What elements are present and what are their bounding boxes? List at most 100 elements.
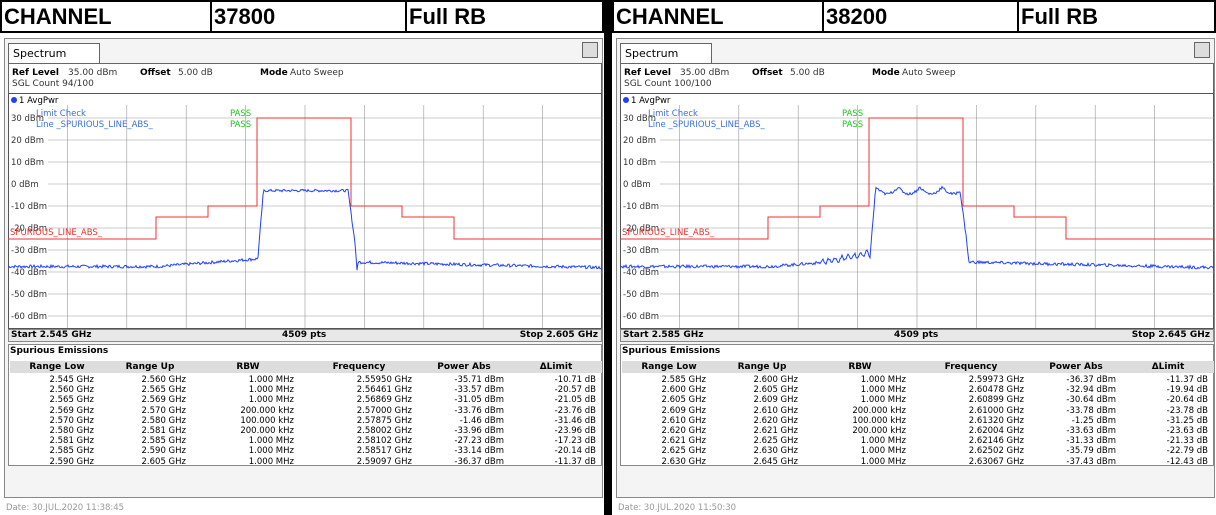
table-header-bg xyxy=(10,361,602,373)
trace xyxy=(620,185,1214,271)
y-label: -20 dBm xyxy=(11,224,47,234)
trace-dot xyxy=(623,97,629,103)
y-label: 20 dBm xyxy=(11,136,44,146)
table-cell: 2.585 GHz xyxy=(49,446,94,457)
table-header: RBW xyxy=(848,362,872,372)
graph-border xyxy=(8,93,602,329)
y-label: -40 dBm xyxy=(623,268,659,278)
table-cell: -1.46 dBm xyxy=(459,415,504,426)
table-cell: 1.000 MHz xyxy=(248,385,294,396)
table-cell: 100.000 kHz xyxy=(852,415,906,426)
table-cell: -33.96 dBm xyxy=(454,426,504,436)
table-cell: 2.570 GHz xyxy=(141,405,186,416)
table-cell: 2.55950 GHz xyxy=(356,375,412,385)
mode-label: Mode xyxy=(260,68,288,78)
limit-line-name: Line _SPURIOUS_LINE_ABS_ xyxy=(648,120,765,130)
table-cell: 1.000 MHz xyxy=(860,446,906,457)
table-cell: 1.000 MHz xyxy=(860,395,906,406)
table-cell: 2.62502 GHz xyxy=(968,446,1024,457)
table-cell: 2.645 GHz xyxy=(753,456,798,467)
table-cell: 200.000 kHz xyxy=(852,426,906,436)
tab: Spectrum xyxy=(8,43,100,63)
table-header: Power Abs xyxy=(1049,362,1103,372)
table-cell: -20.64 dB xyxy=(1166,395,1208,406)
sgl-count: SGL Count 100/100 xyxy=(624,79,712,89)
table-cell: 2.63067 GHz xyxy=(968,456,1024,467)
table-cell: -23.76 dB xyxy=(554,405,596,416)
panel: CHANNEL 38200 Full RB Spectrum Ref Level 35.0… xyxy=(612,0,1216,515)
table-cell: 2.560 GHz xyxy=(49,385,94,396)
table-cell: -31.05 dBm xyxy=(454,395,504,406)
table-cell: 2.620 GHz xyxy=(753,415,798,426)
table-header: Range Up xyxy=(737,362,787,372)
table-header-bg xyxy=(622,361,1214,373)
table-header: ΔLimit xyxy=(1151,362,1185,372)
y-label: -10 dBm xyxy=(623,202,659,212)
table-cell: 200.000 kHz xyxy=(852,405,906,416)
limit-check: Limit Check xyxy=(648,109,698,119)
table-cell: -12.43 dB xyxy=(1166,456,1208,467)
pass: PASS xyxy=(842,109,863,119)
header-cell: CHANNEL xyxy=(0,0,212,33)
table-cell: 2.560 GHz xyxy=(141,375,186,385)
table-cell: 2.57000 GHz xyxy=(356,405,412,416)
table-cell: -11.37 dB xyxy=(554,456,596,467)
table-cell: -35.79 dBm xyxy=(1066,446,1116,457)
table-cell: 2.581 GHz xyxy=(141,426,186,436)
table-cell: 2.61320 GHz xyxy=(968,415,1024,426)
table-cell: 2.630 GHz xyxy=(753,446,798,457)
pass: PASS xyxy=(842,120,863,130)
table-cell: 2.60478 GHz xyxy=(968,385,1024,396)
separator xyxy=(604,0,612,515)
table-header: Power Abs xyxy=(437,362,491,372)
table-cell: -10.71 dB xyxy=(554,375,596,385)
table-cell: 2.590 GHz xyxy=(141,446,186,457)
points: 4509 pts xyxy=(894,330,939,340)
table-cell: -31.25 dB xyxy=(1166,415,1208,426)
offset-label: Offset xyxy=(140,68,171,78)
trace-label: 1 AvgPwr xyxy=(631,96,671,106)
y-label: -30 dBm xyxy=(11,246,47,256)
table-cell: -23.78 dB xyxy=(1166,405,1208,416)
offset-value: 5.00 dB xyxy=(790,68,825,78)
table-cell: -33.63 dBm xyxy=(1066,426,1116,436)
limit-line-label: SPURIOUS_LINE_ABS_ xyxy=(622,228,715,238)
mode-label: Mode xyxy=(872,68,900,78)
ref-value: 35.00 dBm xyxy=(68,68,118,78)
ref-label: Ref Level xyxy=(624,68,671,78)
table-cell: 2.580 GHz xyxy=(49,426,94,436)
limit-line xyxy=(8,117,602,240)
y-label: -50 dBm xyxy=(11,290,47,300)
mode-value: Auto Sweep xyxy=(902,68,956,78)
y-label: -20 dBm xyxy=(623,224,659,234)
table-header: Range Low xyxy=(641,362,697,372)
table-cell: -20.14 dB xyxy=(554,446,596,457)
info-area xyxy=(620,63,1214,95)
table-cell: 2.605 GHz xyxy=(753,385,798,396)
table-cell: 2.570 GHz xyxy=(49,415,94,426)
y-label: 20 dBm xyxy=(623,136,656,146)
table-cell: -21.33 dB xyxy=(1166,436,1208,447)
table-cell: 2.590 GHz xyxy=(49,456,94,467)
table-cell: 2.610 GHz xyxy=(753,405,798,416)
table-cell: 2.565 GHz xyxy=(141,385,186,396)
trace xyxy=(8,188,602,271)
table-cell: 2.56869 GHz xyxy=(356,395,412,406)
panel: CHANNEL 37800 Full RB Spectrum Ref Level 35.0… xyxy=(0,0,604,515)
table-cell: -37.43 dBm xyxy=(1066,456,1116,467)
graph-border xyxy=(620,93,1214,329)
table-cell: 2.585 GHz xyxy=(141,436,186,447)
offset-value: 5.00 dB xyxy=(178,68,213,78)
pass: PASS xyxy=(230,109,251,119)
sweep-bar xyxy=(620,329,1214,342)
table-cell: 2.600 GHz xyxy=(753,375,798,385)
trace-label: 1 AvgPwr xyxy=(19,96,59,106)
y-label: 10 dBm xyxy=(11,158,44,168)
table-cell: 2.569 GHz xyxy=(49,405,94,416)
table-cell: 2.569 GHz xyxy=(141,395,186,406)
start-freq: Start 2.585 GHz xyxy=(623,330,704,340)
y-label: 0 dBm xyxy=(11,180,39,190)
table-cell: -35.71 dBm xyxy=(454,375,504,385)
table-cell: 2.625 GHz xyxy=(753,436,798,447)
